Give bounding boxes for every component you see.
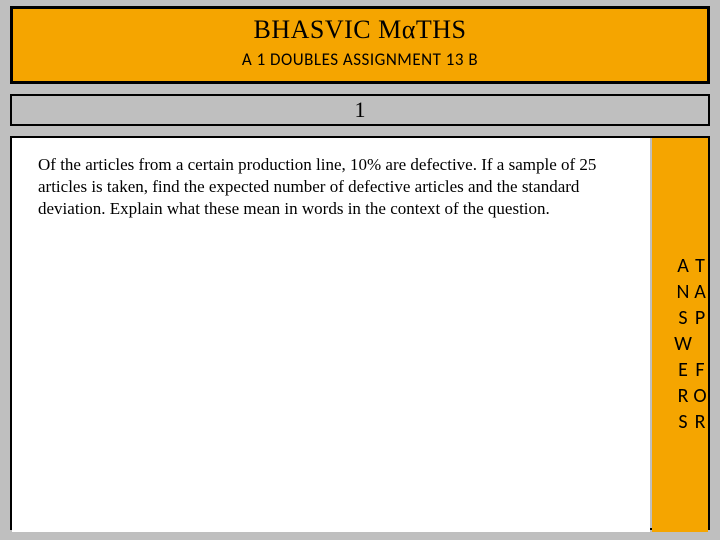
question-number: 1 (355, 97, 366, 122)
title-suffix: THS (416, 15, 467, 44)
question-number-box: 1 (10, 94, 710, 126)
page-title: BHASVIC MαTHS (13, 15, 707, 45)
title-alpha: α (402, 15, 416, 44)
question-body-panel: Of the articles from a certain productio… (12, 138, 650, 532)
answers-tap-label: TAP FOR ANSWERS (652, 158, 708, 532)
content-panel: Of the articles from a certain productio… (10, 136, 710, 530)
title-prefix: BHASVIC M (254, 15, 402, 44)
page-subtitle: A 1 DOUBLES ASSIGNMENT 13 B (13, 49, 707, 70)
question-body-text: Of the articles from a certain productio… (38, 155, 596, 218)
header-box: BHASVIC MαTHS A 1 DOUBLES ASSIGNMENT 13 … (10, 6, 710, 84)
answers-tap-strip[interactable]: TAP FOR ANSWERS (652, 138, 708, 532)
